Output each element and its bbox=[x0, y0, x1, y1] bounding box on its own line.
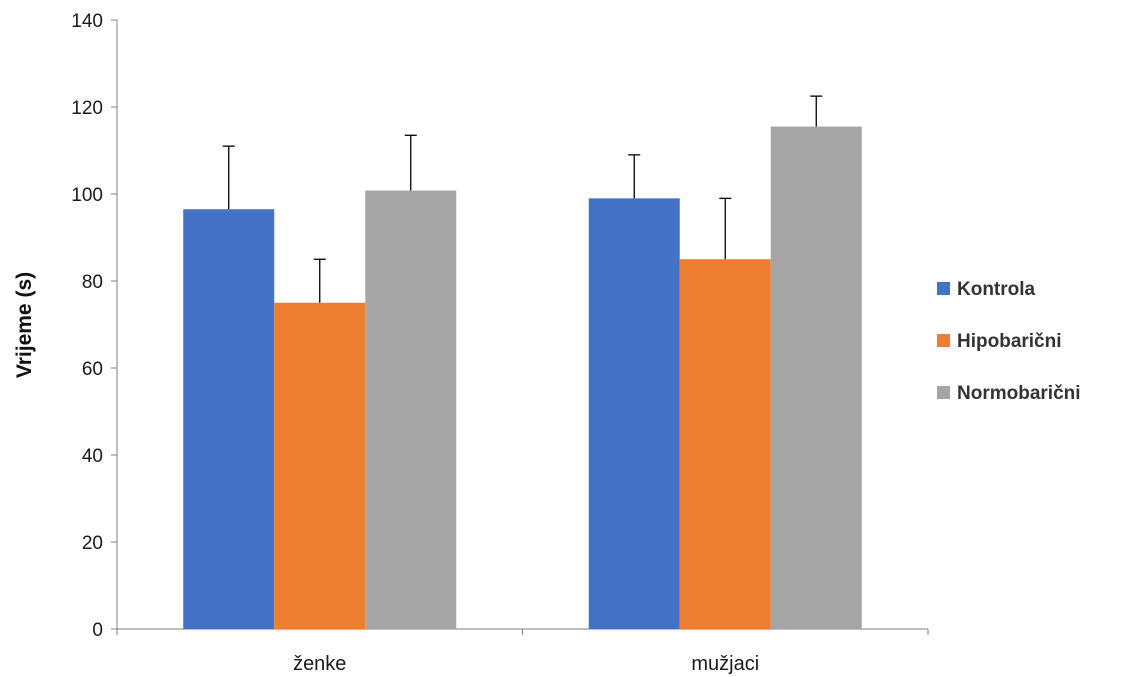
bar bbox=[183, 209, 275, 629]
y-tick-label: 20 bbox=[82, 533, 103, 554]
y-tick-label: 120 bbox=[71, 98, 103, 119]
y-axis-label: Vrijeme (s) bbox=[13, 272, 36, 378]
y-tick-label: 60 bbox=[82, 359, 103, 380]
legend-swatch bbox=[937, 282, 950, 295]
bar bbox=[770, 126, 862, 629]
y-tick-label: 0 bbox=[92, 620, 103, 641]
bar bbox=[274, 302, 366, 629]
y-tick-label: 40 bbox=[82, 446, 103, 467]
axes: 0 20 40 60 80 100 120 140 ženke mužjaci bbox=[71, 11, 929, 675]
bars bbox=[183, 126, 862, 629]
x-tick-label: mužjaci bbox=[691, 653, 759, 675]
legend-label: Hipobarični bbox=[957, 331, 1062, 352]
legend-label: Normobarični bbox=[957, 383, 1081, 404]
x-tick-label: ženke bbox=[293, 653, 346, 675]
error-bars bbox=[222, 95, 823, 303]
legend-swatch bbox=[937, 386, 950, 399]
bar bbox=[365, 190, 457, 629]
legend: Kontrola Hipobarični Normobarični bbox=[937, 279, 1081, 404]
bar bbox=[679, 259, 771, 629]
y-tick-label: 80 bbox=[82, 272, 103, 293]
y-tick-label: 140 bbox=[71, 11, 103, 32]
y-tick-label: 100 bbox=[71, 185, 103, 206]
legend-label: Kontrola bbox=[957, 279, 1036, 300]
legend-swatch bbox=[937, 334, 950, 347]
bar bbox=[588, 198, 680, 629]
axis-labels: Vrijeme (s) bbox=[13, 272, 36, 378]
